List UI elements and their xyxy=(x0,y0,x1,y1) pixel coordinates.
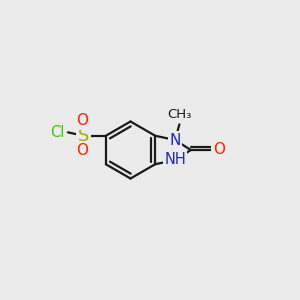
Text: O: O xyxy=(76,113,88,128)
Text: CH₃: CH₃ xyxy=(167,108,192,121)
Text: Cl: Cl xyxy=(50,125,65,140)
Text: NH: NH xyxy=(164,152,186,167)
Text: N: N xyxy=(169,133,181,148)
Text: O: O xyxy=(76,143,88,158)
Text: O: O xyxy=(213,142,225,158)
Text: S: S xyxy=(78,127,89,145)
